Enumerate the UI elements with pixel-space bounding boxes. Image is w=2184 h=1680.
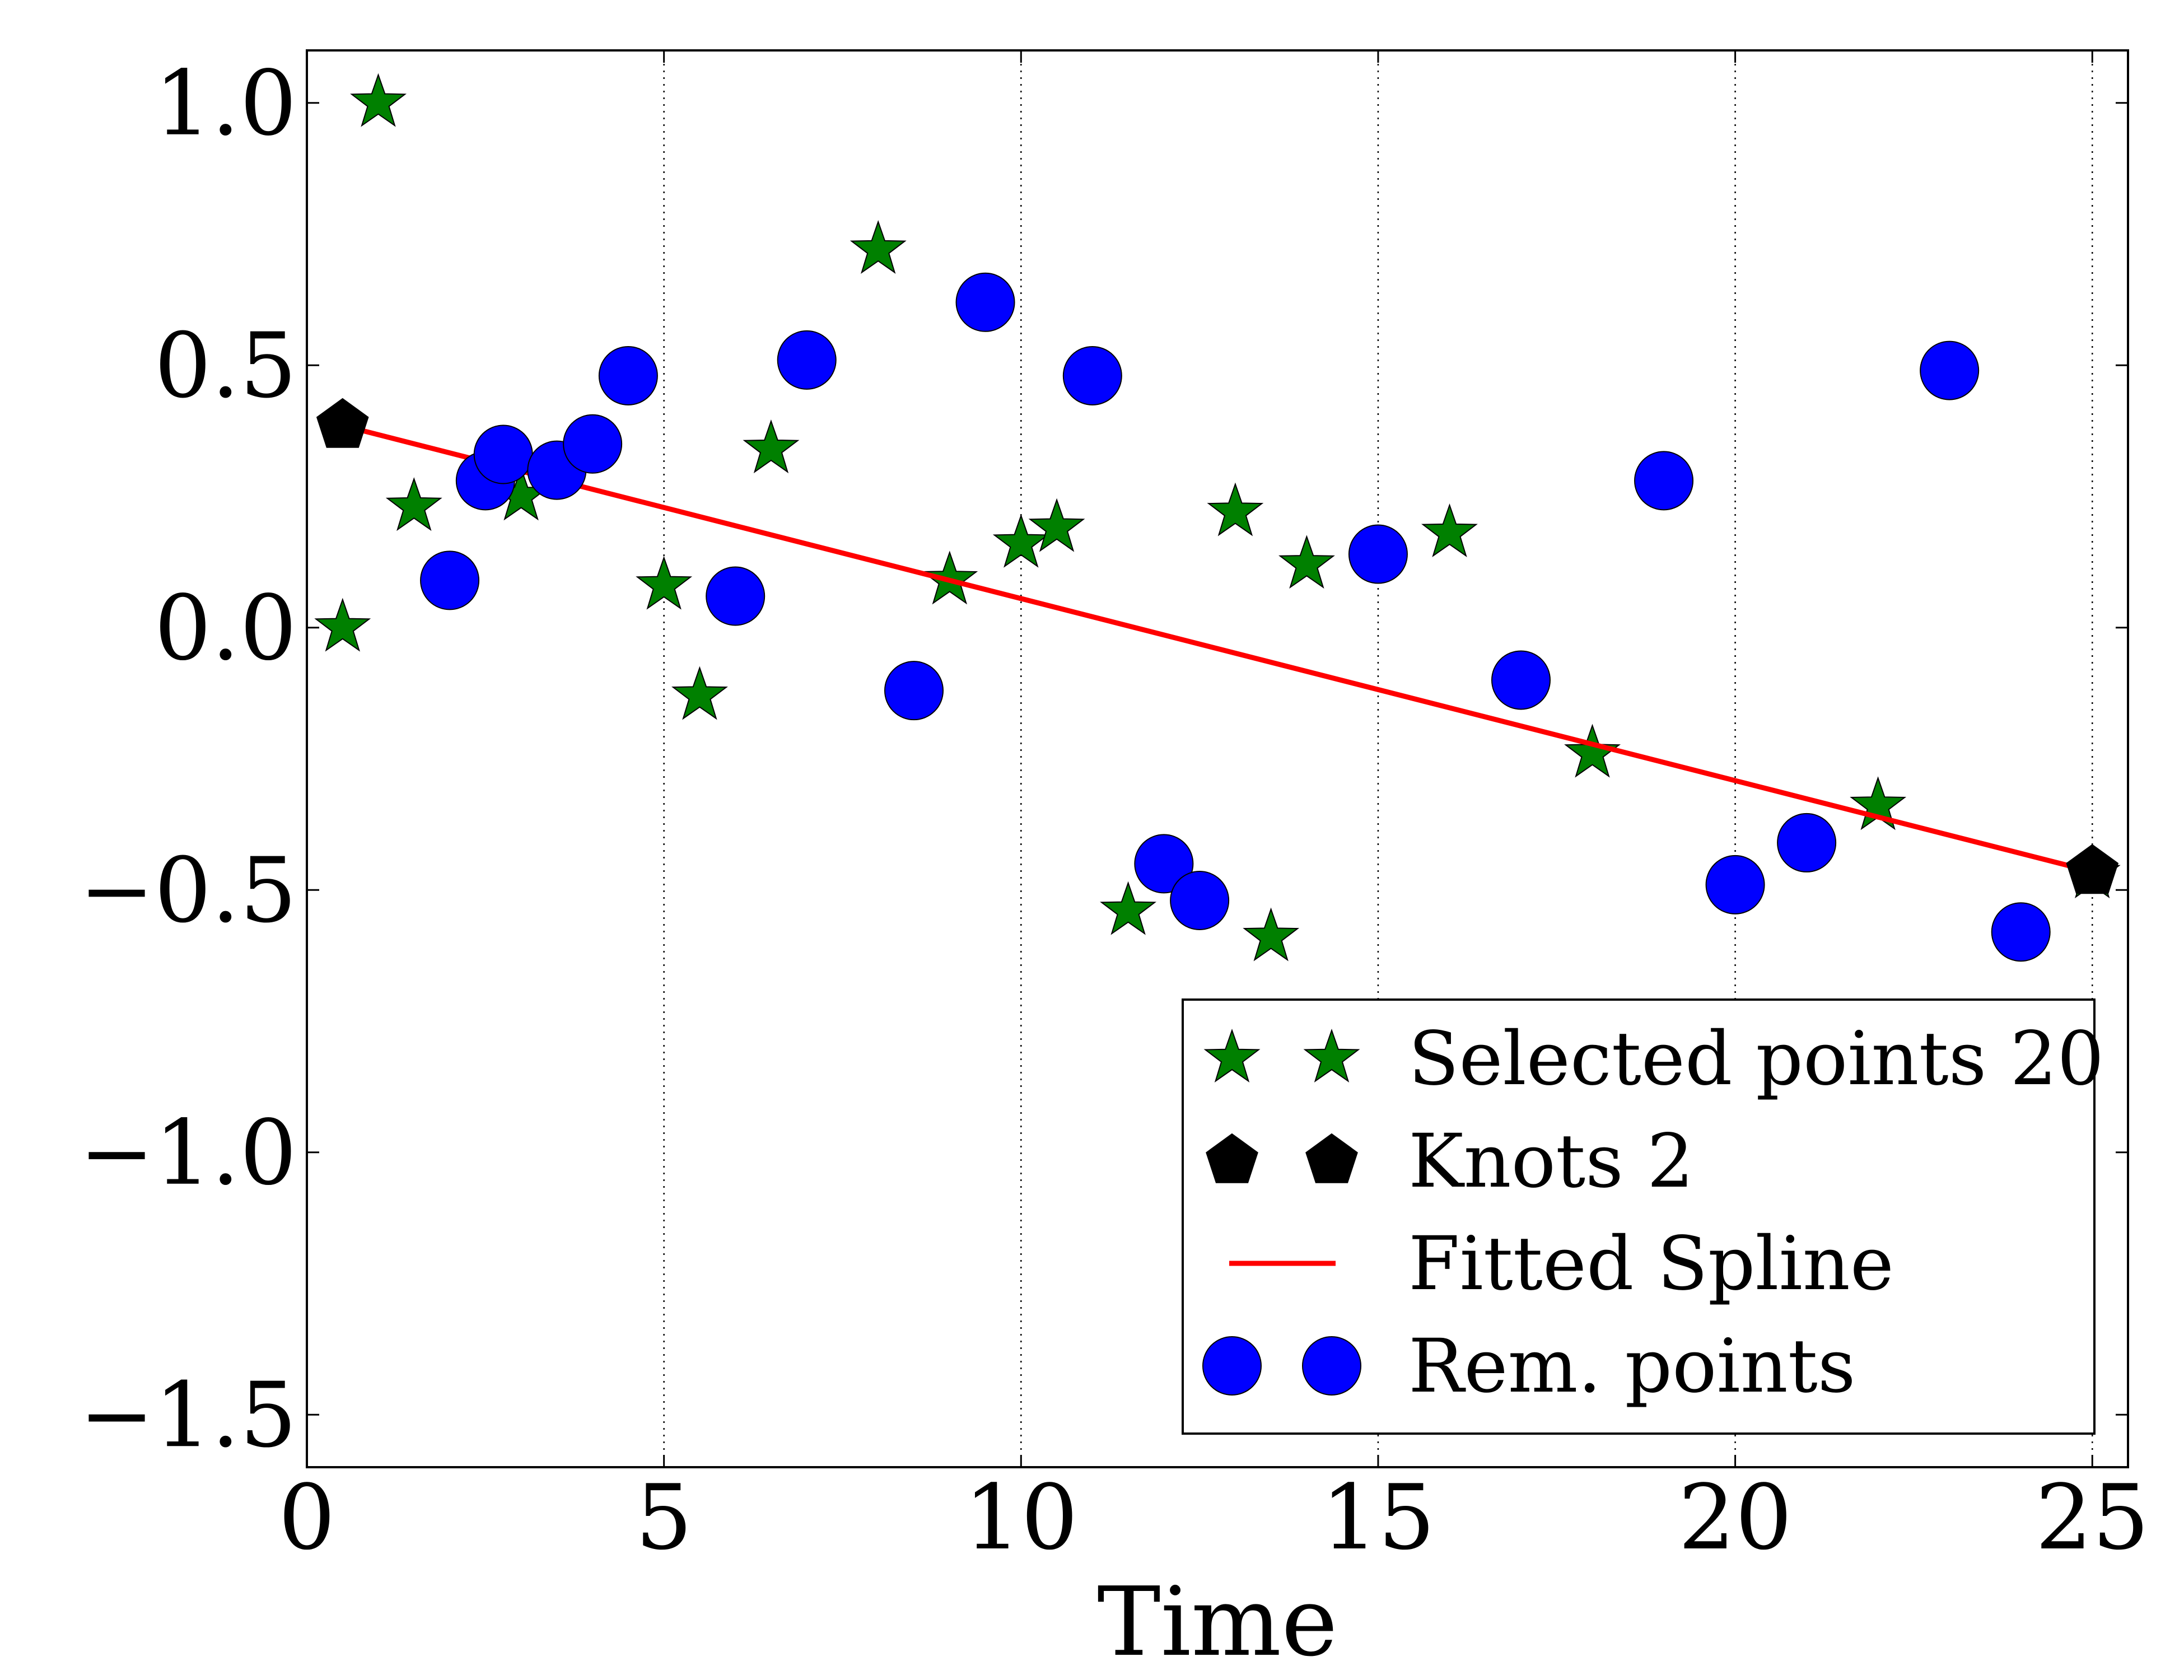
y-tick-label: 0.5 xyxy=(155,313,297,418)
selected-point xyxy=(992,514,1049,568)
selected-point xyxy=(1421,503,1478,557)
selected-point xyxy=(314,598,371,652)
selected-point xyxy=(921,550,978,605)
remaining-point xyxy=(1991,902,2051,962)
remaining-point xyxy=(1062,346,1122,405)
y-tick-label: −1.0 xyxy=(79,1100,297,1205)
y-tick-label: −1.5 xyxy=(79,1362,297,1467)
x-tick-label: 10 xyxy=(964,1465,1078,1570)
legend-marker xyxy=(1303,1028,1360,1082)
remaining-point xyxy=(420,550,480,610)
remaining-point xyxy=(1348,524,1408,584)
selected-point xyxy=(1278,535,1335,589)
selected-point xyxy=(1028,498,1085,552)
legend-marker xyxy=(1202,1336,1262,1396)
selected-point xyxy=(1243,907,1300,962)
selected-point xyxy=(1207,482,1264,536)
legend-marker xyxy=(1203,1028,1261,1082)
y-tick-label: 1.0 xyxy=(155,51,297,156)
remaining-point xyxy=(1491,650,1551,710)
knot-point xyxy=(316,398,369,448)
x-tick-label: 20 xyxy=(1678,1465,1793,1570)
selected-point xyxy=(850,220,907,274)
knot-point xyxy=(2066,844,2119,894)
selected-point xyxy=(671,666,728,720)
remaining-point xyxy=(1634,451,1694,511)
selected-point xyxy=(1100,881,1157,935)
legend-marker xyxy=(1305,1133,1358,1183)
remaining-point xyxy=(777,330,837,390)
remaining-point xyxy=(1920,340,1980,400)
selected-point xyxy=(1564,724,1621,778)
selected-point xyxy=(743,419,800,474)
selected-point xyxy=(636,556,693,610)
x-tick-label: 5 xyxy=(636,1465,693,1570)
axis-ticks: 0 5 10 15 20 25 1.0 0.5 0.0 −0.5 −1.0 −1.5 xyxy=(79,50,2149,1570)
legend-label: Rem. points xyxy=(1408,1323,1856,1410)
legend-label: Fitted Spline xyxy=(1408,1221,1894,1307)
plot-frame xyxy=(306,49,2129,1468)
x-axis-label: Time xyxy=(1097,1567,1338,1678)
selected-point xyxy=(350,73,407,127)
remaining-point xyxy=(598,346,658,405)
fitted-spline-line xyxy=(342,423,2093,874)
legend-label: Knots 2 xyxy=(1408,1118,1694,1205)
selected-point xyxy=(385,477,442,531)
remaining-point xyxy=(955,272,1015,332)
remaining-point xyxy=(1777,813,1837,872)
legend-label: Selected points 20 xyxy=(1408,1016,2104,1102)
remaining-point xyxy=(563,414,623,474)
x-tick-label: 0 xyxy=(278,1465,335,1570)
y-tick-label: 0.0 xyxy=(155,576,297,680)
remaining-point xyxy=(1705,855,1765,914)
remaining-point xyxy=(884,661,944,721)
legend: Selected points 20 Knots 2 Fitted Spline Re… xyxy=(1182,998,2104,1435)
remaining-point xyxy=(473,424,533,484)
legend-marker xyxy=(1206,1133,1258,1183)
y-tick-label: −0.5 xyxy=(79,838,297,942)
x-tick-label: 15 xyxy=(1321,1465,1435,1570)
plot-area xyxy=(314,73,2121,962)
remaining-point xyxy=(706,566,766,626)
remaining-point xyxy=(1170,871,1230,930)
legend-marker xyxy=(1302,1336,1361,1396)
x-tick-label: 25 xyxy=(2035,1465,2149,1570)
remaining-point xyxy=(1134,834,1194,894)
